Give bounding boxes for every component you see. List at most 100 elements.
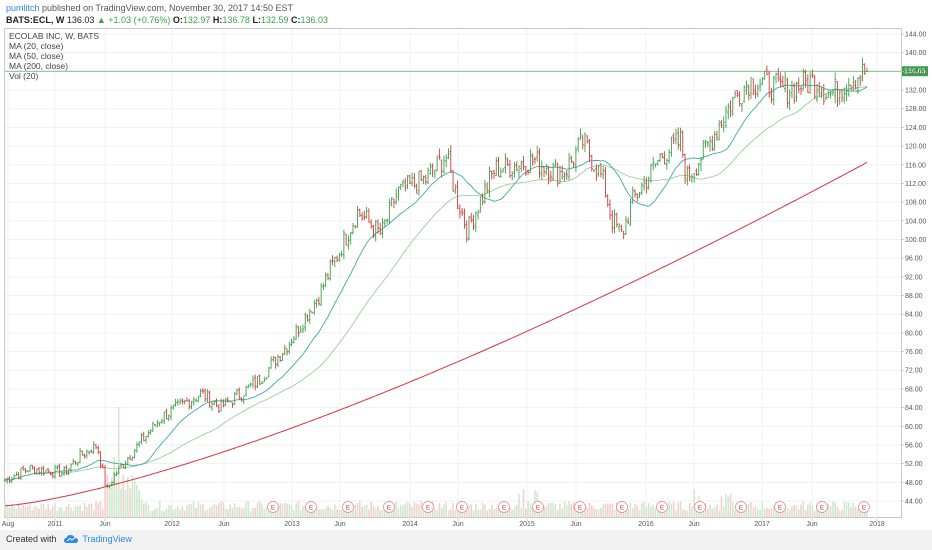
volume-bar — [13, 506, 15, 517]
volume-bar — [65, 506, 68, 517]
volume-bar — [277, 508, 279, 517]
volume-bar — [804, 510, 807, 517]
legend-ma50[interactable]: MA (50, close) — [9, 51, 64, 61]
volume-bar — [477, 509, 479, 517]
volume-bar — [791, 506, 793, 517]
volume-bar — [336, 509, 338, 517]
volume-bar — [684, 509, 686, 517]
volume-bar — [693, 489, 695, 517]
volume-bar — [456, 509, 459, 517]
x-tick-label: 2016 — [638, 521, 654, 528]
volume-bar — [838, 510, 841, 517]
volume-bar — [713, 507, 716, 517]
low-label: L: — [252, 15, 261, 25]
chart-legend: ECOLAB INC, W, BATS MA (20, close) MA (5… — [9, 31, 99, 81]
volume-bar — [659, 509, 661, 517]
y-tick-label: 68.00 — [905, 386, 923, 393]
volume-bar — [522, 489, 525, 517]
legend-title: ECOLAB INC, W, BATS — [9, 31, 100, 41]
volume-bar — [186, 505, 188, 517]
volume-bar — [192, 501, 195, 517]
volume-bar — [568, 501, 570, 517]
volume-bar — [308, 509, 311, 517]
volume-bar — [575, 509, 577, 517]
symbol-label: BATS:ECL, W — [6, 15, 65, 25]
volume-bar — [302, 506, 304, 517]
volume-bar — [117, 407, 120, 517]
volume-bar — [440, 508, 443, 517]
volume-bar — [545, 506, 548, 517]
volume-bar — [795, 505, 798, 517]
volume-bar — [754, 505, 757, 517]
volume-bar — [709, 504, 711, 517]
volume-bar — [531, 506, 534, 517]
earnings-marker — [383, 501, 395, 513]
earnings-marker-label: E — [778, 505, 783, 512]
legend-ma200[interactable]: MA (200, close) — [9, 61, 69, 71]
plot-area[interactable] — [4, 28, 902, 518]
volume-bar — [486, 510, 488, 517]
volume-bar — [213, 503, 216, 517]
volume-bar — [593, 508, 595, 517]
volume-bar — [199, 504, 202, 517]
price-chart[interactable]: 136.03 E E E E E E E E E E E E E E E E 44.00 48.00 52.00 56.… — [0, 0, 932, 530]
volume-bar — [183, 510, 186, 517]
volume-bar — [215, 505, 218, 517]
x-tick-label: 2012 — [164, 521, 180, 528]
volume-bar — [147, 504, 150, 517]
author-link[interactable]: pumlitch — [6, 3, 40, 13]
volume-bar — [229, 504, 231, 517]
volume-bar — [24, 506, 27, 517]
volume-bar — [643, 501, 645, 517]
volume-bar — [509, 508, 511, 517]
volume-bar — [288, 504, 291, 517]
legend-volume[interactable]: Vol (20) — [9, 71, 39, 81]
volume-bar — [108, 481, 111, 517]
volume-bar — [338, 510, 341, 517]
high-value: 136.78 — [222, 15, 250, 25]
volume-bar — [297, 501, 300, 517]
volume-bar — [322, 509, 325, 517]
volume-bar — [365, 504, 368, 517]
volume-bar — [768, 509, 771, 517]
volume-bar — [722, 506, 725, 517]
volume-bar — [420, 501, 423, 517]
volume-bar — [829, 506, 832, 517]
volume-bar — [245, 501, 247, 517]
volume-bar — [304, 506, 307, 517]
volume-bar — [165, 508, 168, 517]
volume-bar — [488, 508, 491, 517]
tradingview-brand[interactable]: TradingView — [82, 534, 132, 544]
x-tick-label: 2014 — [402, 521, 418, 528]
y-tick-label: 88.00 — [905, 293, 923, 300]
volume-bar — [763, 508, 766, 517]
earnings-marker-label: E — [309, 505, 314, 512]
y-tick-label: 92.00 — [905, 274, 923, 281]
volume-bar — [279, 502, 282, 517]
y-tick-label: 80.00 — [905, 330, 923, 337]
volume-bar — [554, 504, 557, 517]
volume-bar — [413, 502, 416, 517]
volume-bar — [211, 505, 213, 517]
volume-bar — [406, 501, 409, 517]
earnings-marker-label: E — [271, 505, 276, 512]
volume-bar — [745, 504, 748, 517]
y-tick-label: 64.00 — [905, 405, 923, 412]
volume-bar — [732, 501, 734, 517]
ma50-line — [4, 86, 868, 481]
volume-bar — [611, 504, 614, 517]
open-value: 132.97 — [182, 15, 211, 25]
x-tick-label: 2011 — [47, 521, 62, 528]
volume-bar — [197, 502, 200, 517]
volume-bar — [17, 503, 20, 517]
volume-bar — [154, 509, 156, 517]
volume-bar — [299, 509, 302, 517]
volume-bar — [247, 501, 250, 517]
volume-bar — [841, 509, 843, 517]
volume-bar — [802, 501, 805, 517]
volume-bar — [434, 508, 436, 517]
legend-ma20[interactable]: MA (20, close) — [9, 41, 64, 51]
volume-bar — [465, 506, 468, 517]
volume-bar — [561, 508, 564, 517]
volume-bar — [411, 507, 413, 517]
